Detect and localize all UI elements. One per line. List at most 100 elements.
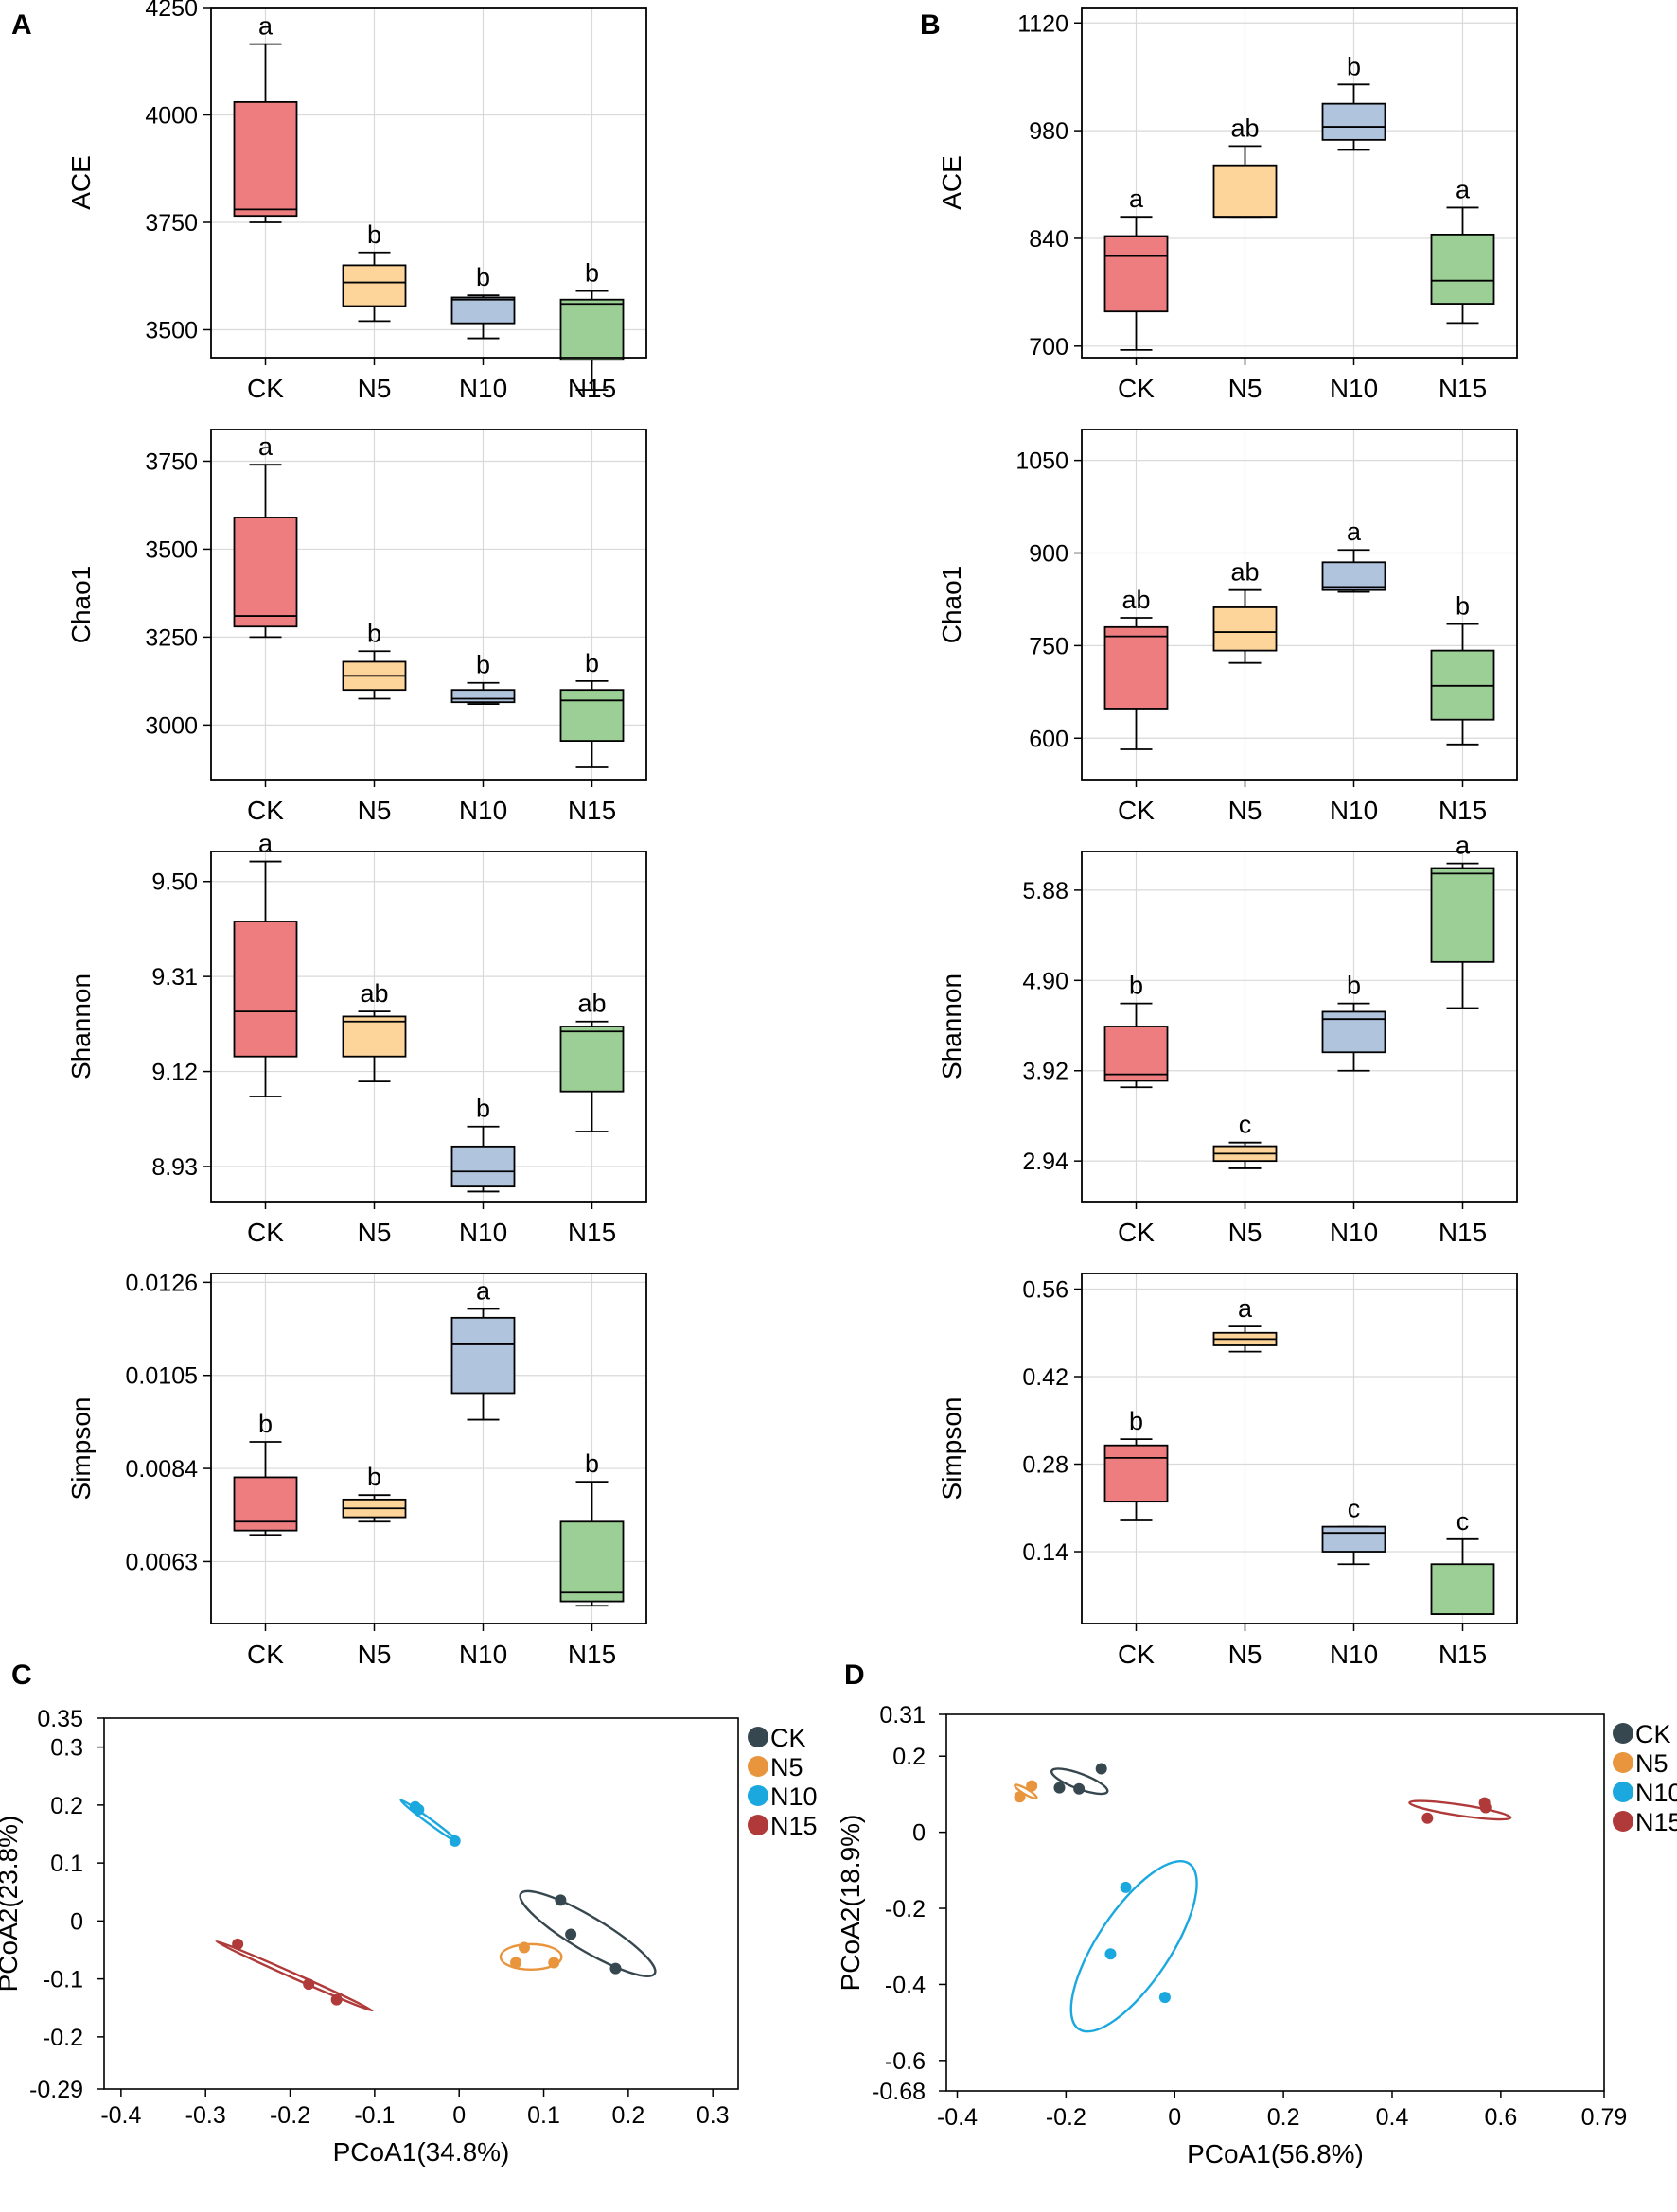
legend-marker-ck (1613, 1723, 1633, 1744)
significance-letter: a (476, 1276, 491, 1305)
y-tick-label: 0.28 (1022, 1452, 1068, 1479)
significance-letter: ab (1230, 114, 1259, 142)
x-tick-label: N10 (1330, 1218, 1378, 1247)
significance-letter: b (367, 1463, 381, 1491)
plot-frame (1081, 429, 1518, 781)
box-n5 (342, 1015, 407, 1058)
boxplot-b1: 700 840 980 1120 CK N5 N10 N15 a ab b a ACE (937, 7, 1518, 403)
x-tick-label: 0.2 (611, 2102, 644, 2129)
x-tick-label: N5 (1228, 374, 1262, 403)
x-tick-label: N5 (1228, 1640, 1262, 1669)
data-point (1479, 1801, 1492, 1814)
box-n15 (1430, 867, 1495, 963)
x-axis-title: PCoA1(56.8%) (1187, 2139, 1364, 2168)
significance-letter: c (1239, 1111, 1252, 1139)
box-n15 (1430, 1563, 1495, 1615)
box-ck (233, 921, 298, 1058)
box-ck (233, 1476, 298, 1532)
box-ck (233, 100, 298, 218)
x-tick-label: N15 (568, 1640, 616, 1669)
y-tick-label: 2.94 (1022, 1149, 1068, 1175)
confidence-ellipse (1408, 1799, 1512, 1821)
data-point (1104, 1948, 1117, 1960)
box-n15 (1430, 233, 1495, 305)
legend-label-n15: N15 (1635, 1808, 1677, 1836)
legend-label-n5: N5 (1635, 1749, 1668, 1778)
y-tick-label: -0.2 (43, 2025, 83, 2051)
significance-letter: a (258, 830, 274, 858)
significance-letter: ab (577, 990, 606, 1018)
boxplot-a4: 0.0063 0.0084 0.0105 0.0126 CK N5 N10 N15 b b a b Si… (66, 1270, 647, 1669)
x-tick-label: -0.1 (354, 2102, 395, 2129)
data-point (303, 1978, 315, 1991)
y-axis-title: ACE (937, 155, 966, 210)
box-n10 (450, 689, 516, 704)
significance-letter: b (1129, 1407, 1143, 1435)
box-ck (1103, 1444, 1169, 1503)
boxplot-b4: 0.14 0.28 0.42 0.56 CK N5 N10 N15 b a c c Simpson (937, 1273, 1518, 1669)
x-tick-label: N15 (568, 1218, 616, 1247)
y-tick-label: 5.88 (1022, 878, 1068, 904)
y-tick-label: 3750 (145, 448, 198, 475)
series-n5 (499, 1941, 563, 1972)
y-axis-title: Shannon (66, 974, 96, 1080)
confidence-ellipse (519, 1889, 657, 1977)
y-axis-title: Chao1 (66, 566, 96, 644)
x-tick-label: N5 (358, 1218, 392, 1247)
significance-letter: a (1456, 175, 1471, 203)
data-point (510, 1957, 522, 1969)
legend-marker-n15 (748, 1815, 768, 1835)
significance-letter: a (258, 12, 274, 41)
data-point (518, 1941, 530, 1954)
x-tick-label: 0.4 (1376, 2104, 1409, 2131)
y-tick-label: 700 (1029, 334, 1068, 360)
significance-letter: b (1347, 972, 1361, 1000)
significance-letter: a (1347, 518, 1362, 546)
x-tick-label: -0.4 (937, 2104, 978, 2131)
box-n10 (1321, 561, 1386, 591)
panel-label-d: D (844, 1659, 865, 1691)
x-tick-label: -0.3 (185, 2102, 226, 2129)
y-tick-label: 0.2 (892, 1744, 926, 1770)
x-tick-label: N5 (358, 1640, 392, 1669)
plot-frame (210, 429, 647, 781)
significance-letter: a (1456, 832, 1471, 860)
x-tick-label: N5 (1228, 796, 1262, 825)
significance-letter: b (1456, 592, 1470, 621)
y-tick-label: -0.68 (872, 2079, 926, 2105)
significance-letter: a (1238, 1294, 1253, 1323)
legend-marker-ck (748, 1727, 768, 1747)
data-point (1026, 1780, 1038, 1792)
legend-label-n5: N5 (770, 1753, 803, 1782)
y-tick-label: 840 (1029, 226, 1068, 253)
x-tick-label: 0.1 (527, 2102, 560, 2129)
legend-label-n10: N10 (1635, 1779, 1677, 1807)
y-tick-label: 9.12 (151, 1060, 198, 1086)
legend-marker-n5 (748, 1756, 768, 1777)
data-point (413, 1803, 425, 1816)
x-tick-label: N10 (459, 796, 507, 825)
y-tick-label: 3000 (145, 712, 198, 739)
box-ck (233, 517, 298, 628)
pcoa-plot-d: -0.4 -0.2 0 0.2 0.4 0.6 0.79 0.31 0.2 0 -0.2 -0.4 -0… (836, 1702, 1677, 2168)
y-tick-label: 4250 (145, 0, 198, 22)
y-tick-label: 3750 (145, 210, 198, 237)
box-ck (1103, 625, 1169, 710)
x-axis-title: PCoA1(34.8%) (333, 2137, 510, 2167)
x-tick-label: N5 (358, 374, 392, 403)
legend-label-ck: CK (1635, 1720, 1671, 1748)
x-tick-label: N10 (1330, 796, 1378, 825)
boxplot-b3: 2.94 3.92 4.90 5.88 CK N5 N10 N15 b c b a Shannon (937, 832, 1518, 1247)
significance-letter: c (1348, 1495, 1361, 1523)
legend-label-n15: N15 (770, 1812, 818, 1840)
x-tick-label: CK (1118, 1218, 1155, 1247)
series-ck (519, 1889, 657, 1977)
plot-frame (210, 7, 647, 359)
y-tick-label: 4.90 (1022, 968, 1068, 994)
x-tick-label: CK (1118, 796, 1155, 825)
series-n15 (215, 1938, 374, 2012)
significance-letter: ab (1230, 558, 1259, 587)
significance-letter: b (1129, 972, 1143, 1000)
y-tick-label: 0.0126 (126, 1270, 198, 1296)
